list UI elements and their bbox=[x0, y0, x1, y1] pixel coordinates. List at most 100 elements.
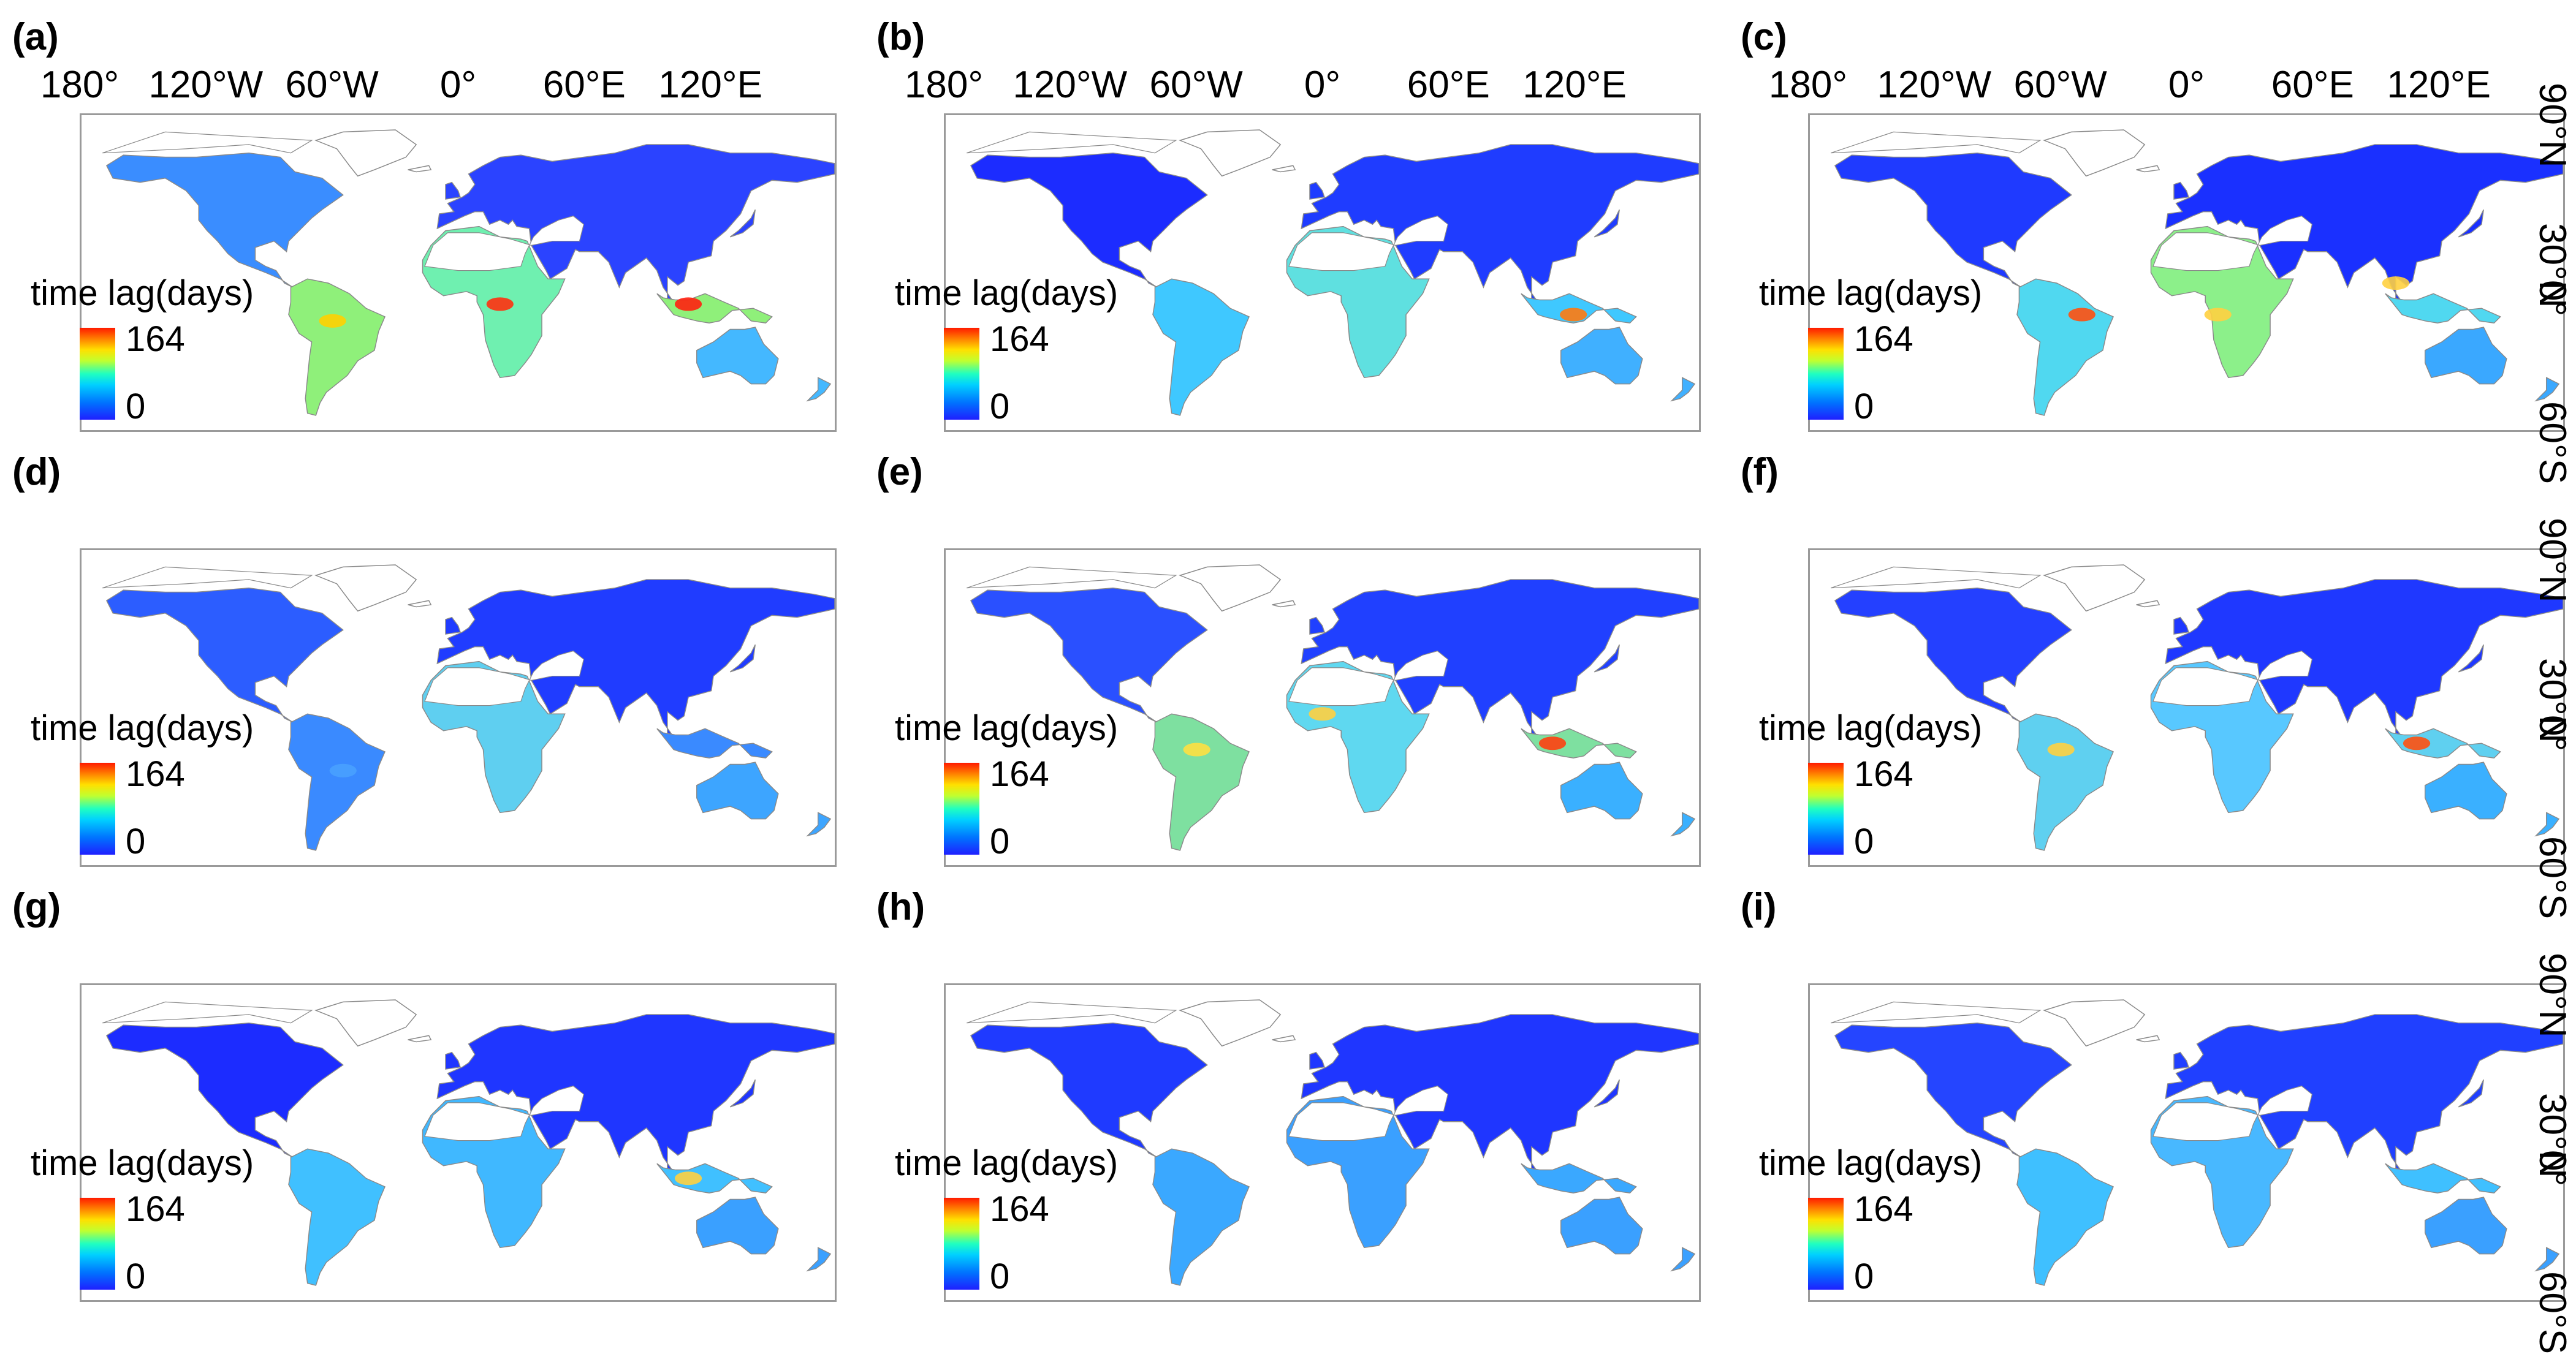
eurasia-land bbox=[2165, 144, 2563, 303]
colorbar-title: time lag(days) bbox=[895, 1143, 1119, 1183]
map-svg bbox=[966, 129, 1699, 416]
time-lag-hotspot bbox=[319, 314, 346, 328]
eurasia-land bbox=[2165, 579, 2563, 738]
arctic-mask bbox=[102, 1001, 313, 1024]
world-map bbox=[944, 983, 1701, 1302]
greenland-outline bbox=[314, 564, 417, 612]
japan-land bbox=[1594, 644, 1620, 673]
iceland-outline bbox=[1272, 165, 1296, 173]
map-svg bbox=[1830, 129, 2563, 416]
new-zealand-land bbox=[2534, 812, 2560, 837]
panel-label: (i) bbox=[1741, 886, 1777, 928]
panel-label: (d) bbox=[12, 451, 61, 493]
eurasia-land bbox=[436, 579, 835, 738]
new-zealand-land bbox=[2534, 377, 2560, 402]
australia-land bbox=[696, 762, 779, 820]
colorbar bbox=[1808, 1198, 1844, 1290]
map-svg bbox=[102, 999, 835, 1286]
greenland-outline bbox=[1179, 564, 1282, 612]
maritime-asia-land bbox=[656, 728, 773, 759]
arid-region-mask bbox=[2152, 1085, 2313, 1141]
maritime-asia-land bbox=[1521, 728, 1637, 759]
south-america-land bbox=[1152, 713, 1250, 851]
map-panel: (d) time lag(days) 164 0 bbox=[12, 453, 858, 882]
britain-land bbox=[445, 616, 461, 635]
australia-land bbox=[2424, 1197, 2507, 1255]
time-lag-hotspot bbox=[674, 1171, 702, 1186]
maritime-asia-land bbox=[656, 1163, 773, 1194]
world-map bbox=[1808, 548, 2565, 867]
iceland-outline bbox=[408, 165, 432, 173]
colorbar-min-label: 0 bbox=[1854, 822, 1874, 861]
maritime-asia-land bbox=[656, 293, 773, 324]
arctic-mask bbox=[1830, 1001, 2042, 1024]
colorbar-title: time lag(days) bbox=[31, 273, 254, 313]
longitude-tick-label: 60°W bbox=[1149, 64, 1243, 106]
longitude-tick-label: 60°E bbox=[542, 64, 626, 106]
australia-land bbox=[2424, 762, 2507, 820]
longitude-tick-label: 120°E bbox=[658, 64, 762, 106]
colorbar-title: time lag(days) bbox=[1759, 1143, 1983, 1183]
iceland-outline bbox=[2136, 600, 2160, 608]
australia-land bbox=[2424, 327, 2507, 385]
colorbar bbox=[1808, 328, 1844, 420]
colorbar-title: time lag(days) bbox=[1759, 273, 1983, 313]
britain-land bbox=[2173, 1051, 2189, 1070]
latitude-tick-label: 90°N bbox=[2531, 518, 2574, 603]
britain-land bbox=[1309, 1051, 1325, 1070]
time-lag-hotspot bbox=[674, 297, 702, 311]
time-lag-hotspot bbox=[2204, 308, 2232, 322]
maritime-asia-land bbox=[1521, 293, 1637, 324]
map-panel: (h) time lag(days) 164 0 bbox=[876, 888, 1722, 1317]
longitude-tick-label: 120°W bbox=[1013, 64, 1128, 106]
britain-land bbox=[2173, 181, 2189, 200]
latitude-tick-label: 90°N bbox=[2531, 953, 2574, 1038]
iceland-outline bbox=[1272, 1035, 1296, 1043]
australia-land bbox=[696, 327, 779, 385]
longitude-tick-label: 180° bbox=[1768, 64, 1848, 106]
north-america-land bbox=[105, 1022, 344, 1158]
colorbar-max-label: 164 bbox=[126, 754, 185, 794]
maritime-asia-land bbox=[2385, 728, 2501, 759]
north-america-land bbox=[970, 152, 1208, 288]
maritime-asia-land bbox=[1521, 1163, 1637, 1194]
colorbar-max-label: 164 bbox=[126, 1189, 185, 1229]
latitude-tick-label: 0° bbox=[2531, 715, 2574, 752]
longitude-tick-label: 0° bbox=[439, 64, 477, 106]
map-svg bbox=[1830, 999, 2563, 1286]
maritime-asia-land bbox=[2385, 1163, 2501, 1194]
arid-region-mask bbox=[424, 1085, 585, 1141]
north-america-land bbox=[105, 587, 344, 723]
greenland-outline bbox=[314, 999, 417, 1047]
greenland-outline bbox=[2043, 999, 2146, 1047]
arctic-mask bbox=[102, 131, 313, 154]
maritime-asia-land bbox=[2385, 293, 2501, 324]
time-lag-hotspot bbox=[329, 763, 357, 777]
longitude-tick-label: 120°E bbox=[2387, 64, 2491, 106]
time-lag-hotspot bbox=[2403, 736, 2431, 751]
longitude-tick-label: 60°E bbox=[2271, 64, 2354, 106]
world-map bbox=[1808, 113, 2565, 432]
colorbar bbox=[80, 1198, 115, 1290]
eurasia-land bbox=[436, 1014, 835, 1173]
eurasia-land bbox=[1301, 579, 1699, 738]
arctic-mask bbox=[1830, 566, 2042, 589]
world-map bbox=[944, 113, 1701, 432]
greenland-outline bbox=[314, 129, 417, 177]
panel-label: (g) bbox=[12, 886, 61, 928]
latitude-tick-label: 0° bbox=[2531, 1150, 2574, 1187]
map-svg bbox=[102, 129, 835, 416]
panel-label: (c) bbox=[1741, 16, 1787, 58]
longitude-tick-label: 120°W bbox=[1877, 64, 1992, 106]
arid-region-mask bbox=[1288, 650, 1449, 706]
colorbar-min-label: 0 bbox=[126, 822, 146, 861]
map-panel: (c) 180° 120°W 60°W 0° 60°E 120°E time lag(days… bbox=[1741, 18, 2576, 447]
colorbar-max-label: 164 bbox=[1854, 319, 1913, 359]
map-svg bbox=[966, 564, 1699, 851]
greenland-outline bbox=[1179, 999, 1282, 1047]
world-map bbox=[80, 548, 837, 867]
colorbar-max-label: 164 bbox=[126, 319, 185, 359]
panel-label: (h) bbox=[876, 886, 925, 928]
britain-land bbox=[445, 1051, 461, 1070]
longitude-tick-label: 0° bbox=[1304, 64, 1341, 106]
